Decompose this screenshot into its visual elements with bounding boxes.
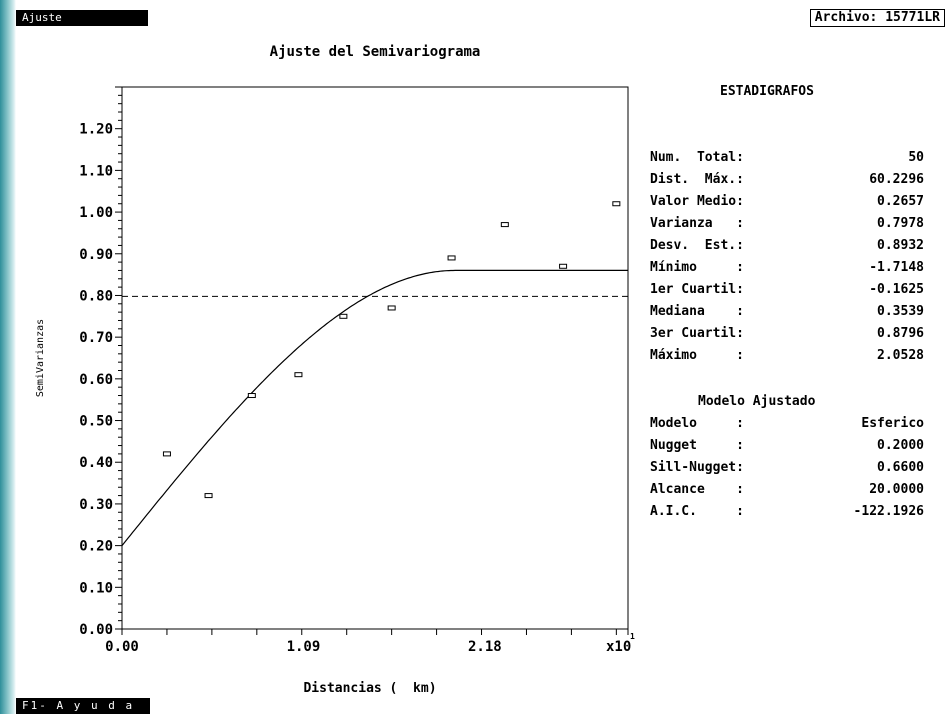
model-row-value: Esferico [861, 416, 924, 431]
stat-row-value: -1.7148 [869, 260, 924, 275]
model-row-label: Alcance : [650, 482, 744, 497]
stat-row-label: Mediana : [650, 304, 744, 319]
model-row: Alcance : 20.0000 [650, 482, 924, 502]
y-tick-label: 0.40 [79, 455, 113, 471]
y-tick-label: 0.20 [79, 539, 113, 555]
model-row-label: Nugget : [650, 438, 744, 453]
x-tick-label: 2.18 [468, 639, 502, 655]
data-point [162, 451, 171, 457]
x-tick-label: 1.09 [287, 639, 321, 655]
stat-row-value: 2.0528 [877, 348, 924, 363]
y-tick-label: 1.20 [79, 122, 113, 138]
model-row: Modelo : Esferico [650, 416, 924, 436]
data-point [447, 255, 456, 261]
stat-row: Valor Medio: 0.2657 [650, 194, 924, 214]
data-point [294, 372, 303, 378]
data-point [247, 393, 256, 399]
stat-row: Num. Total: 50 [650, 150, 924, 170]
stat-row-label: Varianza : [650, 216, 744, 231]
stat-row-value: 0.8932 [877, 238, 924, 253]
stat-row: Mínimo : -1.7148 [650, 260, 924, 280]
model-row-label: A.I.C. : [650, 504, 744, 519]
y-axis-label: SemiVarianzas [35, 319, 46, 397]
model-curve [121, 269, 628, 546]
model-row: Sill-Nugget: 0.6600 [650, 460, 924, 480]
stat-row-value: 60.2296 [869, 172, 924, 187]
stat-row: Máximo : 2.0528 [650, 348, 924, 368]
stat-row-value: 50 [908, 150, 924, 165]
model-row: Nugget : 0.2000 [650, 438, 924, 458]
model-title: Modelo Ajustado [698, 394, 816, 409]
model-row: A.I.C. : -122.1926 [650, 504, 924, 524]
app-screen: Ajuste Archivo: 15771LR Ajuste del Semiv… [16, 8, 945, 714]
y-tick-label: 1.10 [79, 163, 113, 179]
y-tick-label: 0.80 [79, 288, 113, 304]
stat-row-value: 0.7978 [877, 216, 924, 231]
x-axis-label: Distancias ( km) [303, 681, 436, 696]
semivariogram-chart: Ajuste del Semivariograma 0.00 0.10 0.20 0.3… [35, 44, 635, 696]
y-tick-label: 0.70 [79, 330, 113, 346]
y-tick-label: 0.90 [79, 247, 113, 263]
stat-row-value: 0.2657 [877, 194, 924, 209]
data-point [204, 493, 213, 499]
stat-row-label: Num. Total: [650, 150, 744, 165]
x-scale-exponent: 1 [630, 632, 635, 641]
y-tick-label: 0.50 [79, 414, 113, 430]
y-tick-label: 0.00 [79, 622, 113, 638]
model-row-label: Modelo : [650, 416, 744, 431]
model-row-value: 0.2000 [877, 438, 924, 453]
stat-row-label: Dist. Máx.: [650, 172, 744, 187]
window-tab-ajuste[interactable]: Ajuste [16, 10, 148, 26]
data-point [559, 263, 568, 269]
x-tick-label: 0.00 [105, 639, 139, 655]
stat-row-label: 3er Cuartil: [650, 326, 744, 341]
stat-row-label: Máximo : [650, 348, 744, 363]
stat-row: Varianza : 0.7978 [650, 216, 924, 236]
file-name-box: Archivo: 15771LR [809, 9, 945, 27]
stat-row: Mediana : 0.3539 [650, 304, 924, 324]
y-tick-label: 0.10 [79, 580, 113, 596]
stat-row-value: 0.3539 [877, 304, 924, 319]
help-key-hint[interactable]: F1- A y u d a [16, 698, 150, 714]
stat-row-value: 0.8796 [877, 326, 924, 341]
y-tick-label: 1.00 [79, 205, 113, 221]
model-row-value: -122.1926 [853, 504, 924, 519]
model-row-label: Sill-Nugget: [650, 460, 744, 475]
model-row-value: 0.6600 [877, 460, 924, 475]
y-tick-label: 0.30 [79, 497, 113, 513]
y-tick-label: 0.60 [79, 372, 113, 388]
model-row-value: 20.0000 [869, 482, 924, 497]
stat-row-label: 1er Cuartil: [650, 282, 744, 297]
chart-title: Ajuste del Semivariograma [270, 44, 481, 60]
data-point [612, 201, 621, 207]
stats-title: ESTADIGRAFOS [720, 84, 814, 99]
data-point [387, 305, 396, 311]
stat-row-label: Valor Medio: [650, 194, 744, 209]
data-point [500, 222, 509, 228]
stat-row-label: Desv. Est.: [650, 238, 744, 253]
stat-row-value: -0.1625 [869, 282, 924, 297]
plot-frame [121, 86, 629, 630]
stat-row: Dist. Máx.: 60.2296 [650, 172, 924, 192]
stat-row: 1er Cuartil: -0.1625 [650, 282, 924, 302]
stat-row: 3er Cuartil: 0.8796 [650, 326, 924, 346]
data-point [339, 313, 348, 319]
x-scale-label: x10 [606, 639, 631, 655]
stat-row-label: Mínimo : [650, 260, 744, 275]
stat-row: Desv. Est.: 0.8932 [650, 238, 924, 258]
